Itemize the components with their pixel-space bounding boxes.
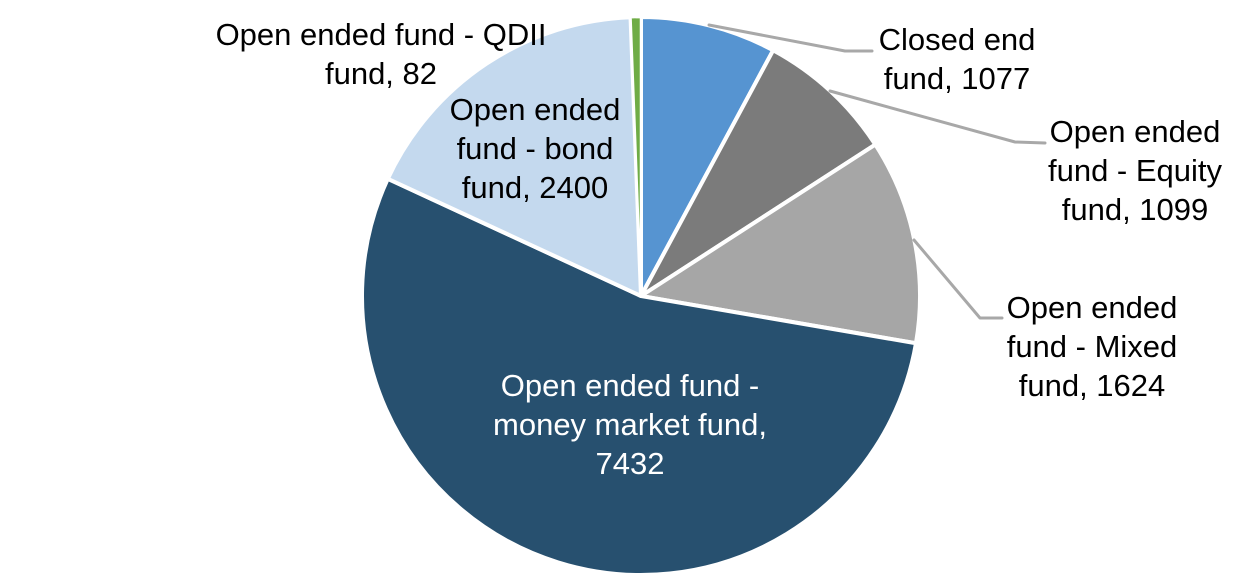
leader-line-open-ended-mixed-fund (912, 238, 1004, 320)
pie-slice-open-ended-bond-fund[interactable] (385, 15, 643, 298)
data-label-open-ended-equity-fund: Open ended fund - Equity fund, 1099 (1047, 114, 1223, 227)
pie-slice-open-ended-money-market-fund[interactable] (360, 176, 918, 577)
leader-line-open-ended-equity-fund (828, 89, 1047, 145)
pie-slices-group (360, 15, 922, 577)
data-label-open-ended-money-market-fund: Open ended fund - money market fund, 743… (493, 368, 767, 481)
data-label-open-ended-mixed-fund: Open ended fund - Mixed fund, 1624 (1006, 290, 1178, 403)
leader-line-closed-end-fund (707, 23, 874, 53)
pie-slice-open-ended-qdii-fund[interactable] (629, 15, 643, 298)
data-label-open-ended-qdii-fund: Open ended fund - QDII fund, 82 (215, 17, 547, 91)
data-label-open-ended-bond-fund: Open ended fund - bond fund, 2400 (449, 92, 621, 205)
data-label-closed-end-fund: Closed end fund, 1077 (878, 22, 1036, 96)
